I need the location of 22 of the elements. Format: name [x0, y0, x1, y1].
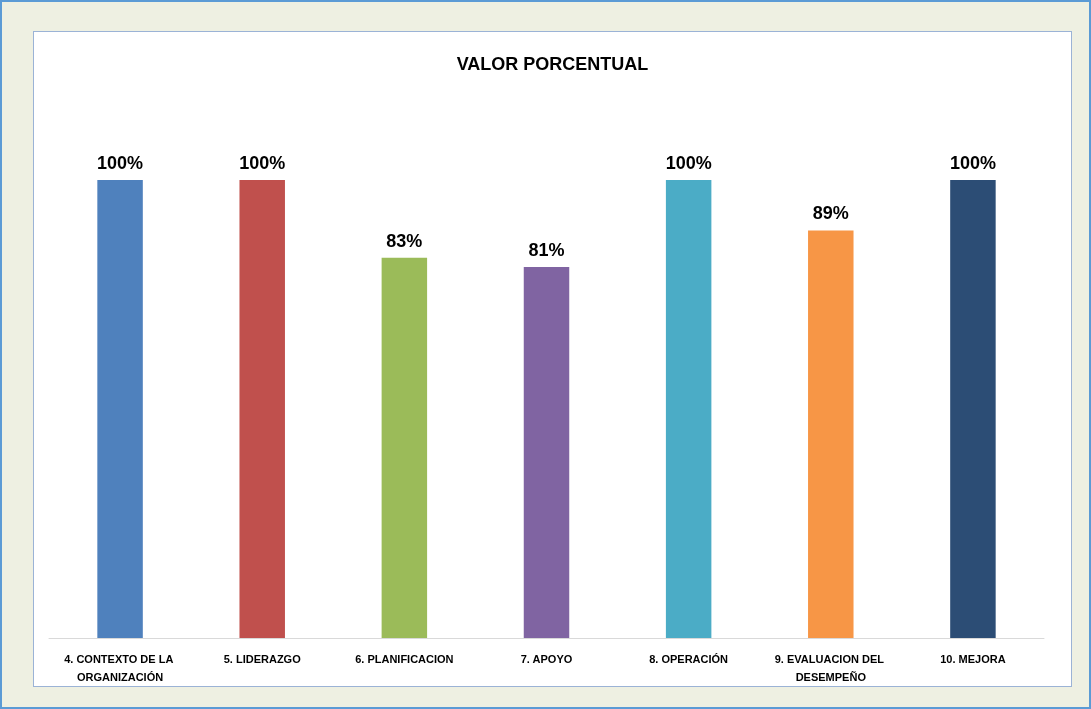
data-label: 100% — [665, 153, 712, 173]
data-label: 83% — [386, 230, 423, 251]
data-label: 100% — [239, 153, 286, 173]
bar — [523, 267, 570, 638]
x-tick-label: 7. APOYO — [520, 653, 573, 665]
bar — [665, 180, 712, 638]
x-tick-label: 9. EVALUACION DEL DESEMPEÑO — [774, 653, 887, 683]
x-tick-label: 6. PLANIFICACION — [355, 653, 454, 665]
x-tick-label: 10. MEJORA — [940, 653, 1006, 665]
data-label: 89% — [812, 203, 849, 224]
bar — [808, 230, 854, 638]
data-label: 100% — [949, 153, 996, 173]
bar — [381, 257, 428, 638]
data-label: 100% — [97, 153, 144, 173]
bar — [950, 180, 996, 638]
bar — [97, 180, 143, 638]
chart-title: VALOR PORCENTUAL — [456, 54, 649, 74]
bar — [239, 180, 285, 638]
data-label: 81% — [528, 240, 565, 261]
x-tick-label: 4. CONTEXTO DE LA ORGANIZACIÓN — [64, 653, 176, 683]
x-tick-label: 8. OPERACIÓN — [649, 653, 729, 665]
x-tick-label: 5. LIDERAZGO — [223, 653, 302, 665]
